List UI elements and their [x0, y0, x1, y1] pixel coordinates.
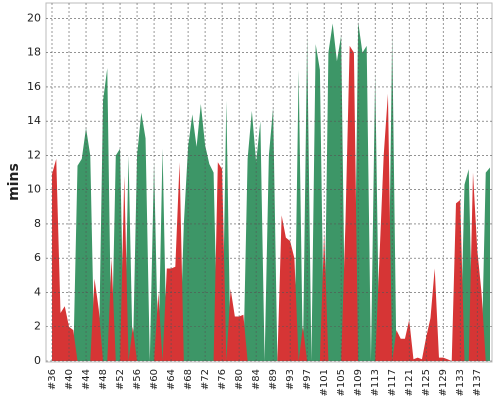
x-tick-label: #137	[472, 369, 483, 396]
x-tick-label: #105	[336, 369, 347, 396]
x-tick-label: #89	[268, 369, 279, 390]
area	[52, 45, 490, 361]
y-tick-label: 14	[27, 114, 41, 127]
x-tick-label: #109	[353, 369, 364, 396]
x-tick-label: #68	[183, 369, 194, 390]
x-tick-label: #129	[438, 369, 449, 396]
y-tick-label: 0	[34, 354, 41, 367]
x-tick-label: #60	[149, 369, 160, 390]
x-tick-label: #76	[217, 369, 228, 390]
x-tick-label: #56	[132, 369, 143, 390]
y-tick-label: 12	[27, 148, 41, 161]
x-tick-label: #84	[251, 369, 262, 390]
y-tick-label: 8	[34, 217, 41, 230]
x-tick-label: #52	[115, 369, 126, 390]
x-tick-label: #97	[302, 369, 313, 390]
x-tick-label: #113	[370, 369, 381, 396]
x-tick-label: #117	[387, 369, 398, 396]
area	[52, 21, 490, 362]
x-tick-label: #48	[98, 369, 109, 390]
y-tick-label: 4	[34, 285, 41, 298]
x-tick-label: #133	[455, 369, 466, 396]
x-tick-label: #93	[285, 369, 296, 390]
x-tick-label: #44	[81, 369, 92, 390]
y-tick-label: 6	[34, 251, 41, 264]
x-tick-label: #101	[319, 369, 330, 396]
y-tick-label: 2	[34, 320, 41, 333]
y-tick-label: 16	[27, 80, 41, 93]
x-tick-label: #64	[166, 369, 177, 390]
x-tick-label: #36	[47, 369, 58, 390]
y-tick-label: 18	[27, 46, 41, 59]
y-tick-label: 10	[27, 183, 41, 196]
x-tick-label: #40	[64, 369, 75, 390]
y-tick-label: 20	[27, 11, 41, 24]
x-tick-label: #80	[234, 369, 245, 390]
x-tick-label: #121	[404, 369, 415, 396]
x-tick-label: #72	[200, 369, 211, 390]
y-axis-label: mins	[6, 163, 22, 201]
x-tick-label: #125	[421, 369, 432, 396]
